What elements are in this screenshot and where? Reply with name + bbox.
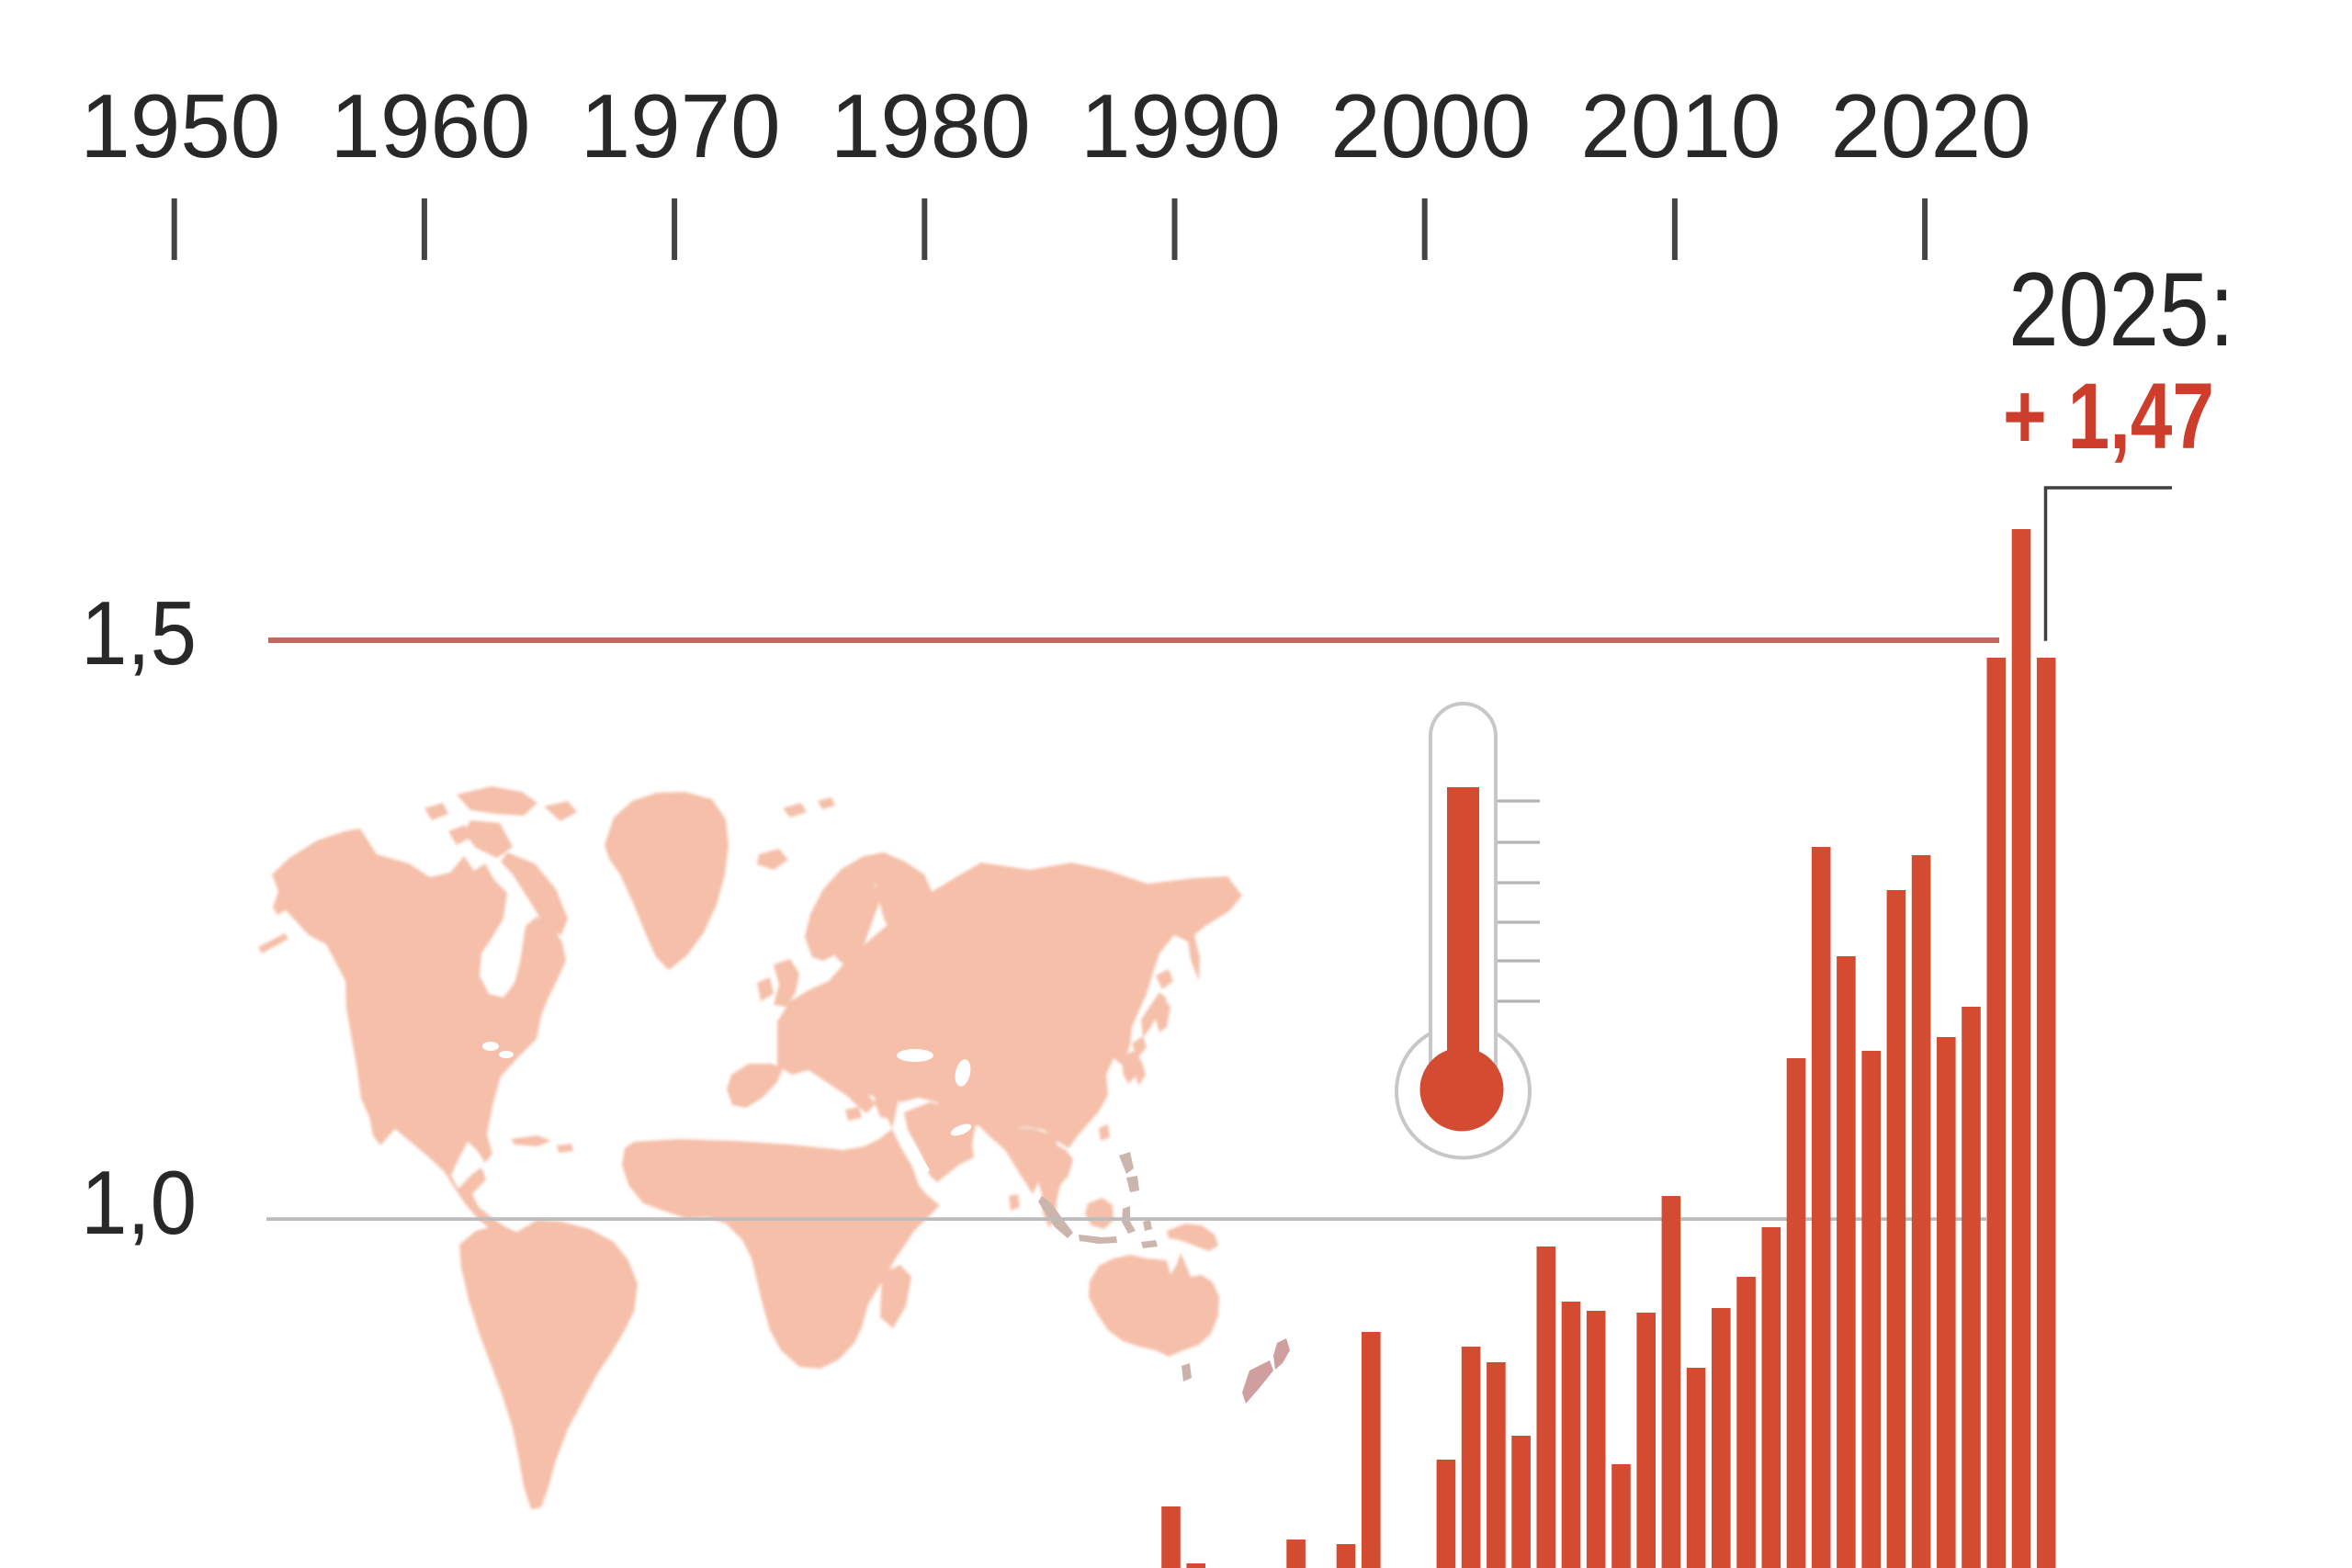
svg-text:+ 1,47: + 1,47 xyxy=(2003,364,2214,468)
svg-text:1950: 1950 xyxy=(80,75,280,176)
svg-text:2000: 2000 xyxy=(1330,75,1531,176)
svg-text:1970: 1970 xyxy=(581,75,781,176)
svg-text:1990: 1990 xyxy=(1080,75,1281,176)
svg-text:1,0: 1,0 xyxy=(81,1152,197,1253)
svg-text:2010: 2010 xyxy=(1580,75,1781,176)
svg-text:1980: 1980 xyxy=(831,75,1031,176)
svg-text:1,5: 1,5 xyxy=(81,582,197,683)
svg-text:2020: 2020 xyxy=(1831,75,2031,176)
svg-text:2025:: 2025: xyxy=(2008,252,2234,368)
svg-text:1960: 1960 xyxy=(330,75,530,176)
